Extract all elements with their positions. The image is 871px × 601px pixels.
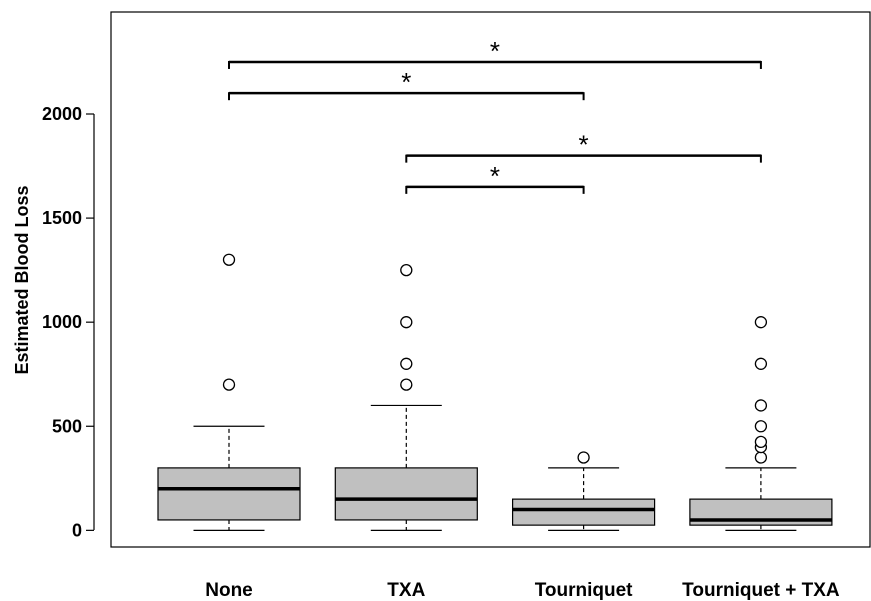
outlier-point [400,263,413,277]
significance-bracket: * [405,161,585,194]
outlier-point [754,399,768,412]
x-category-label: Tourniquet + TXA [682,580,840,601]
outlier-point [754,316,768,329]
significance-brackets: * * * * [228,36,762,194]
significance-star: * [579,130,589,160]
y-axis-ticks [86,113,94,531]
outlier-point [400,378,413,391]
box-group [511,451,656,531]
y-axis-tick-labels: 0 500 1000 1500 2000 [42,104,82,540]
outlier-point [400,357,413,370]
box-iqr [334,467,478,521]
y-tick-label: 500 [52,416,82,436]
boxes [157,253,833,531]
x-category-label: Tourniquet [535,580,633,601]
significance-star: * [490,161,500,191]
y-axis-title: Estimated Blood Loss [12,185,32,374]
significance-bracket: * [228,36,762,69]
outlier-point [400,316,413,329]
significance-bracket: * [228,67,585,101]
x-category-label: None [205,580,253,601]
outlier-point [222,378,236,391]
box-iqr [157,467,301,521]
box-group [157,253,301,531]
significance-star: * [401,67,411,97]
box-group [334,263,478,531]
significance-bracket: * [405,130,762,163]
outlier-point [577,451,590,464]
significance-star: * [490,36,500,66]
x-axis-category-labels: None TXA Tourniquet Tourniquet + TXA [205,580,840,601]
y-tick-label: 2000 [42,104,82,124]
outlier-point [222,253,236,266]
y-tick-label: 0 [72,520,82,540]
outlier-point [754,357,768,370]
y-tick-label: 1500 [42,208,82,228]
x-category-label: TXA [387,580,425,601]
box-iqr [511,498,656,526]
outlier-point [754,420,768,433]
outlier-point [754,451,768,464]
plot-frame [110,11,871,548]
outlier-point [754,435,768,449]
box-group [689,316,833,531]
y-tick-label: 1000 [42,312,82,332]
